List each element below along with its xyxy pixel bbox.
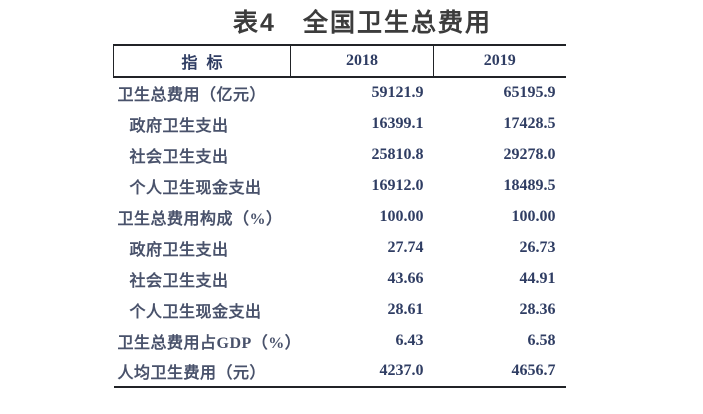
header-year-2018: 2018 xyxy=(290,45,434,77)
value-2019-cell: 28.36 xyxy=(519,300,556,318)
header-year-2019: 2019 xyxy=(483,52,516,69)
value-2019-cell: 29278.0 xyxy=(503,145,556,163)
table-header: 指 标 2018 2019 xyxy=(113,45,566,77)
header-indicator: 指 标 xyxy=(113,45,291,77)
value-2019-cell: 65195.9 xyxy=(503,84,556,101)
value-2019-cell: 4656.7 xyxy=(511,362,556,379)
table-row: 社会卫生支出 25810.8 29278.0 xyxy=(114,139,566,170)
indicator-cell: 个人卫生现金支出 xyxy=(129,179,262,197)
value-2019-cell: 17428.5 xyxy=(503,114,556,132)
table-title: 表4 全国卫生总费用 xyxy=(233,9,492,37)
health-expenditure-table: 指 标 2018 2019 卫生总费用（亿元） 59121.9 65195.9 … xyxy=(113,44,566,388)
indicator-cell: 卫生总费用（亿元） xyxy=(117,87,267,104)
value-2018-cell: 28.61 xyxy=(387,300,424,318)
value-2018-cell: 4237.0 xyxy=(379,362,424,379)
value-2018-cell: 59121.9 xyxy=(371,84,424,101)
table-row: 人均卫生费用（元） 4237.0 4656.7 xyxy=(113,356,566,387)
table-body: 卫生总费用（亿元） 59121.9 65195.9 政府卫生支出 16399.1… xyxy=(113,77,566,387)
indicator-cell: 社会卫生支出 xyxy=(129,148,229,166)
table-row: 卫生总费用占GDP（%） 6.43 6.58 xyxy=(114,325,566,356)
indicator-cell: 社会卫生支出 xyxy=(129,272,229,290)
value-2018-cell: 25810.8 xyxy=(371,145,424,163)
value-2019-cell: 26.73 xyxy=(519,238,556,256)
value-2019-cell: 100.00 xyxy=(511,207,556,225)
value-2018-cell: 100.00 xyxy=(379,207,424,225)
indicator-cell: 个人卫生现金支出 xyxy=(129,303,262,321)
value-2018-cell: 16399.1 xyxy=(371,114,424,132)
table-row: 卫生总费用构成（%） 100.00 100.00 xyxy=(114,201,566,232)
header-row: 指 标 2018 2019 xyxy=(113,45,566,77)
indicator-cell: 人均卫生费用（元） xyxy=(117,365,267,382)
table-row: 政府卫生支出 16399.1 17428.5 xyxy=(114,108,566,139)
value-2019-cell: 44.91 xyxy=(519,269,556,287)
value-2018-cell: 27.74 xyxy=(387,238,424,256)
value-2018-cell: 43.66 xyxy=(387,269,424,287)
value-2018-cell: 6.43 xyxy=(395,331,424,349)
value-2018-cell: 16912.0 xyxy=(371,176,424,194)
value-2019-cell: 18489.5 xyxy=(503,176,556,194)
table-row: 个人卫生现金支出 16912.0 18489.5 xyxy=(114,170,566,201)
indicator-cell: 卫生总费用构成（%） xyxy=(117,210,283,228)
indicator-cell: 政府卫生支出 xyxy=(129,241,229,259)
indicator-cell: 政府卫生支出 xyxy=(129,117,229,135)
indicator-cell: 卫生总费用占GDP（%） xyxy=(117,334,302,352)
table-row: 个人卫生现金支出 28.61 28.36 xyxy=(114,294,566,325)
value-2019-cell: 6.58 xyxy=(527,331,556,349)
table-row: 卫生总费用（亿元） 59121.9 65195.9 xyxy=(114,77,566,108)
table-row: 政府卫生支出 27.74 26.73 xyxy=(114,232,566,263)
table-row: 社会卫生支出 43.66 44.91 xyxy=(114,263,566,294)
